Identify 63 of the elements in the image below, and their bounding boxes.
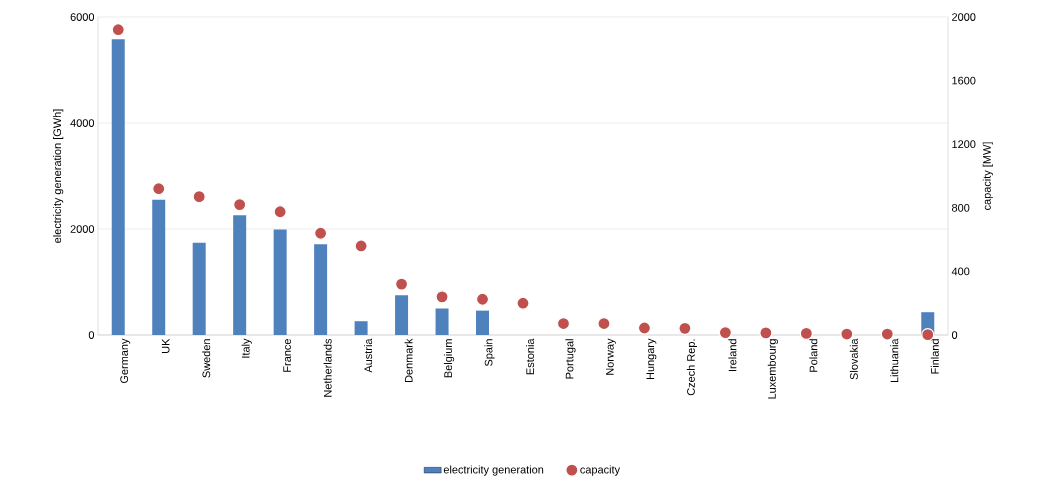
y-tick-label: 6000 bbox=[70, 13, 95, 21]
bar bbox=[395, 295, 409, 335]
point bbox=[759, 326, 773, 340]
x-tick-label: Hungary bbox=[646, 338, 657, 380]
x-tick-label: Norway bbox=[606, 338, 616, 375]
legend-label: capacity bbox=[580, 465, 621, 476]
x-tick-label: Slovakia bbox=[849, 338, 858, 380]
y2-tick-label: 1200 bbox=[952, 140, 976, 149]
point bbox=[192, 190, 206, 204]
bar bbox=[273, 229, 287, 335]
point bbox=[637, 321, 652, 335]
y-tick-label: 2000 bbox=[70, 225, 95, 233]
point bbox=[354, 239, 368, 253]
y2-axis-title: capacity [MW] bbox=[982, 142, 993, 210]
point bbox=[556, 316, 571, 331]
bar bbox=[476, 310, 490, 335]
point bbox=[111, 23, 125, 37]
point bbox=[394, 277, 409, 291]
y2-tick-label: 400 bbox=[951, 267, 970, 276]
x-tick-label: France bbox=[283, 339, 291, 372]
x-tick-label: Germany bbox=[120, 338, 131, 384]
x-tick-label: Lithuania bbox=[890, 338, 899, 383]
point bbox=[152, 182, 166, 196]
x-tick-label: UK bbox=[161, 338, 170, 353]
x-tick-label: Denmark bbox=[404, 338, 413, 383]
point bbox=[718, 326, 732, 340]
bar bbox=[233, 215, 247, 335]
x-tick-label: Luxembourg bbox=[767, 339, 778, 399]
point bbox=[314, 226, 328, 240]
x-tick-label: Poland bbox=[809, 339, 818, 372]
x-tick-label: Belgium bbox=[443, 339, 455, 378]
point bbox=[678, 321, 692, 335]
x-tick-label: Sweden bbox=[202, 339, 211, 378]
bar bbox=[111, 39, 125, 335]
x-tick-label: Estonia bbox=[525, 338, 535, 375]
legend-label: electricity generation bbox=[443, 465, 544, 476]
bar bbox=[354, 321, 368, 335]
y2-tick-label: 800 bbox=[952, 203, 970, 212]
x-tick-label: Spain bbox=[484, 339, 495, 367]
point bbox=[799, 326, 813, 341]
x-tick-label: Portugal bbox=[565, 339, 576, 379]
bar bbox=[314, 244, 328, 335]
point bbox=[597, 316, 611, 331]
x-tick-label: Netherlands bbox=[323, 338, 332, 397]
point bbox=[475, 292, 490, 306]
y-tick-label: 0 bbox=[88, 331, 95, 339]
y2-tick-label: 1600 bbox=[952, 76, 976, 85]
x-tick-label: Ireland bbox=[728, 339, 737, 372]
x-tick-label: Czech Rep. bbox=[686, 339, 698, 396]
x-tick-label: Finland bbox=[930, 339, 939, 374]
x-tick-label: Austria bbox=[364, 338, 373, 373]
y2-tick-label: 2000 bbox=[952, 13, 976, 21]
y-axis-title: electricity generation [GWh] bbox=[53, 109, 64, 243]
y-tick-label: 4000 bbox=[70, 119, 95, 127]
x-tick-label: Italy bbox=[241, 338, 252, 358]
bar bbox=[192, 242, 206, 335]
point bbox=[435, 290, 449, 304]
y2-tick-label: 0 bbox=[951, 331, 958, 339]
point bbox=[516, 296, 530, 310]
bar bbox=[152, 199, 166, 335]
point bbox=[233, 198, 247, 212]
bar bbox=[435, 308, 449, 335]
point bbox=[273, 205, 287, 219]
